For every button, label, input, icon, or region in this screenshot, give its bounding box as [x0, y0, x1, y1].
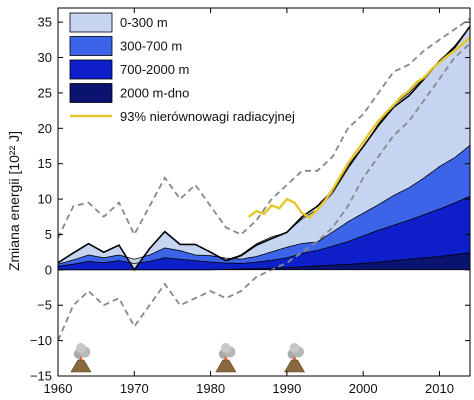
y-tick-label: −5 — [37, 298, 52, 313]
y-tick-label: 20 — [38, 121, 52, 136]
legend-label: 700-2000 m — [120, 62, 189, 77]
band-upper-line — [58, 17, 470, 239]
y-tick-label: −10 — [30, 333, 52, 348]
y-axis-title: Zmiana energii [10²² J] — [6, 131, 22, 271]
legend-swatch — [69, 36, 113, 56]
legend-swatch — [69, 83, 113, 103]
volcano-icon — [283, 343, 306, 373]
area-700-2000-m — [58, 196, 470, 270]
x-tick-label: 1960 — [44, 381, 73, 396]
y-tick-label: 30 — [38, 50, 52, 65]
y-tick-label: 35 — [38, 15, 52, 30]
radiative-imbalance-line — [247, 36, 470, 219]
total-line — [58, 25, 470, 272]
y-tick-label: 5 — [45, 227, 52, 242]
area-300-700-m — [58, 145, 470, 267]
x-tick-label: 1990 — [272, 381, 301, 396]
plot-frame — [57, 7, 471, 377]
legend-swatch — [69, 59, 113, 80]
x-tick-label: 2000 — [349, 381, 378, 396]
legend-label: 2000 m-dno — [120, 86, 189, 101]
area-edge-1 — [58, 195, 470, 267]
area-2000-m-dno — [58, 252, 470, 270]
legend-label: 93% nierównowagi radiacyjnej — [120, 109, 295, 124]
y-tick-label: 15 — [38, 156, 52, 171]
x-tick-label: 2010 — [425, 381, 454, 396]
y-tick-label: 0 — [45, 262, 52, 277]
legend: 0-300 m 300-700 m 700-2000 m 2000 m-dno 93% … — [69, 12, 295, 124]
y-tick-label: −15 — [30, 369, 52, 384]
legend-label: 0-300 m — [120, 15, 168, 30]
stacked-areas — [58, 26, 470, 270]
series-lines — [58, 17, 470, 341]
x-tick-label: 1970 — [120, 381, 149, 396]
legend-swatch — [69, 12, 113, 33]
y-tick-label: 10 — [38, 192, 52, 207]
volcano-icon — [70, 343, 92, 373]
x-tick-label: 1980 — [196, 381, 225, 396]
area-0-300-m — [58, 26, 470, 270]
volcano-icon — [215, 343, 237, 373]
legend-label: 300-700 m — [120, 39, 182, 54]
band-lower-line — [58, 42, 470, 341]
volcano-markers — [70, 343, 306, 373]
axis-ticks: −15 −10 −5 0 5 10 15 20 25 30 35 1960 1970 1980 1990 20… — [30, 8, 470, 396]
y-tick-label: 25 — [38, 85, 52, 100]
